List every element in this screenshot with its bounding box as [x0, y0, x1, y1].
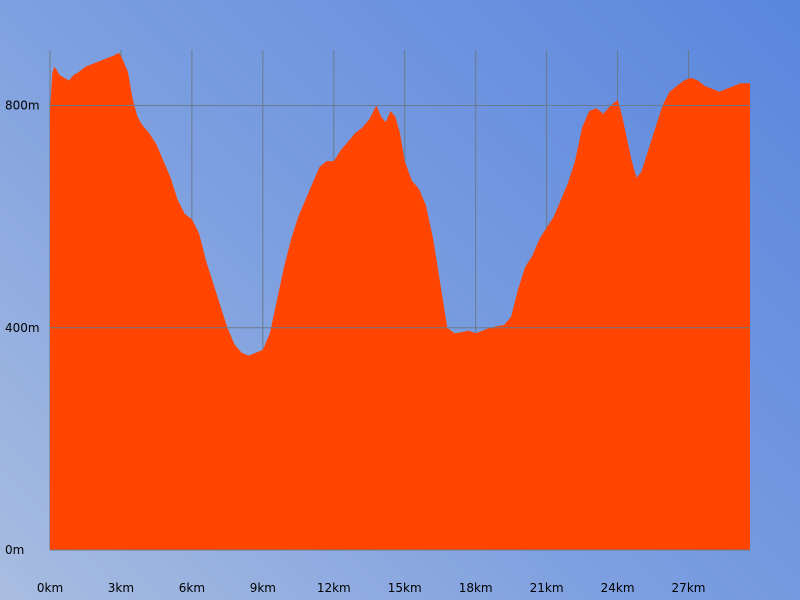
x-tick-label: 21km: [530, 581, 564, 595]
x-tick-label: 24km: [601, 581, 635, 595]
x-tick-label: 3km: [108, 581, 134, 595]
y-tick-label: 0m: [5, 543, 24, 557]
y-tick-label: 400m: [5, 321, 40, 335]
x-tick-label: 6km: [179, 581, 205, 595]
x-tick-label: 15km: [388, 581, 422, 595]
y-tick-labels: 0m 400m 800m: [5, 99, 40, 557]
x-tick-label: 9km: [250, 581, 276, 595]
horizontal-grid-layer: [50, 105, 750, 551]
x-tick-label: 0km: [37, 581, 63, 595]
x-tick-label: 12km: [317, 581, 351, 595]
x-tick-label: 18km: [459, 581, 493, 595]
y-tick-label: 800m: [5, 99, 40, 113]
x-tick-label: 27km: [672, 581, 706, 595]
x-tick-labels: 0km 3km 6km 9km 12km 15km 18km 21km 24km 27km: [37, 581, 706, 595]
elevation-area: [50, 52, 750, 551]
